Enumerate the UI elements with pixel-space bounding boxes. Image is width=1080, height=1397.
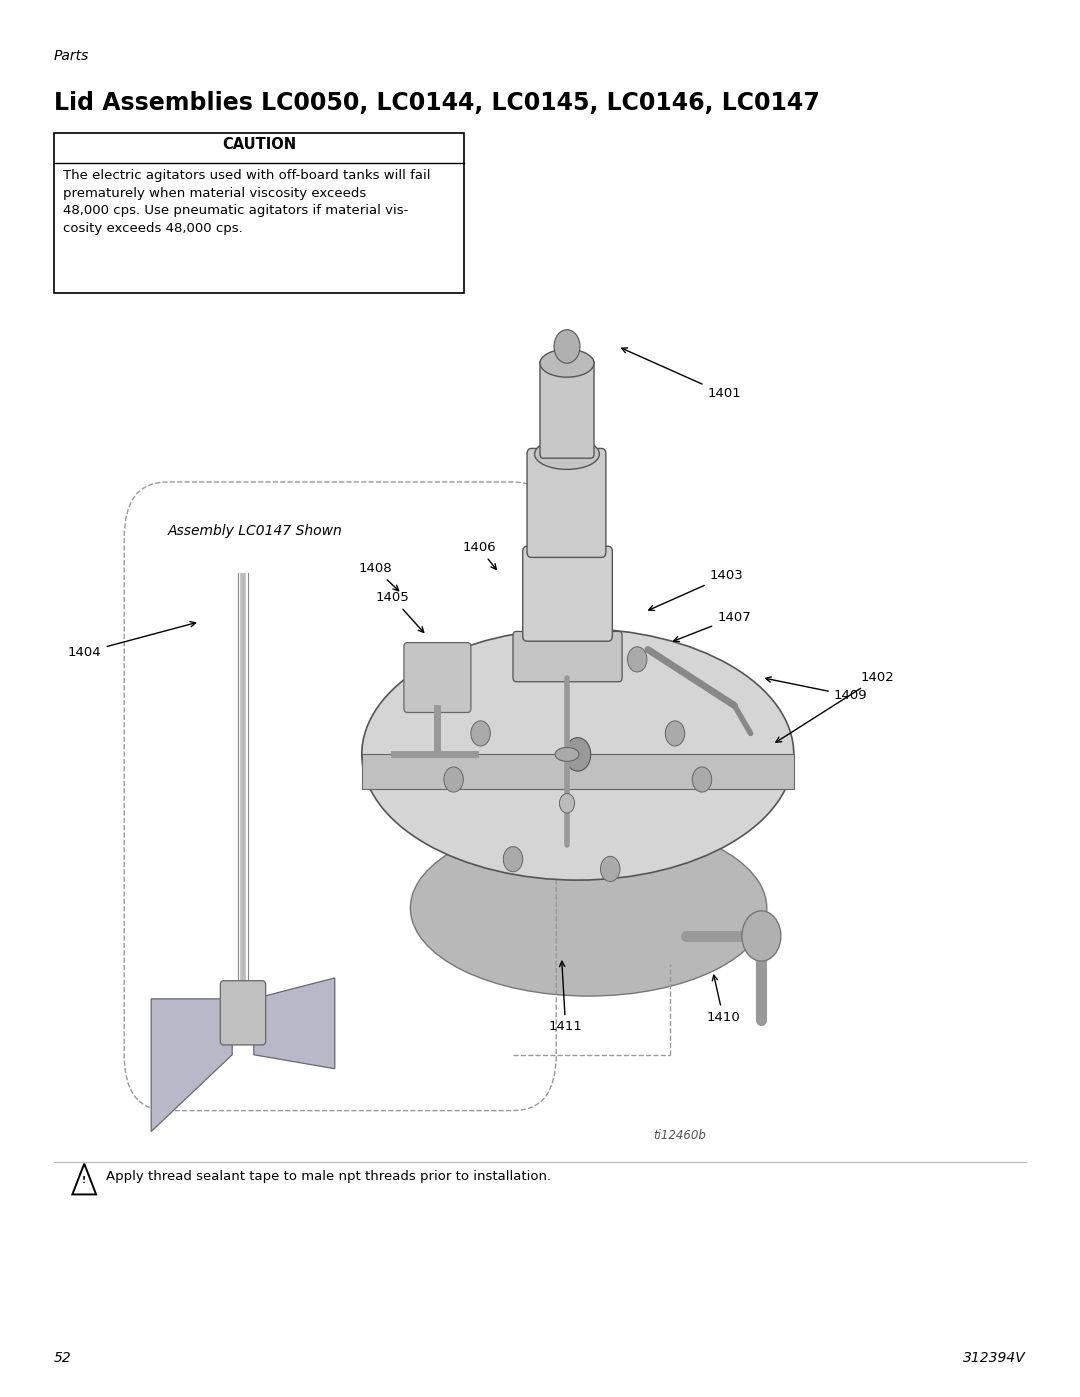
Text: Lid Assemblies LC0050, LC0144, LC0145, LC0146, LC0147: Lid Assemblies LC0050, LC0144, LC0145, L… (54, 91, 820, 115)
Circle shape (627, 647, 647, 672)
Ellipse shape (535, 439, 599, 469)
Ellipse shape (540, 349, 594, 377)
Polygon shape (151, 999, 232, 1132)
Text: Apply thread sealant tape to male npt threads prior to installation.: Apply thread sealant tape to male npt th… (106, 1169, 551, 1183)
Text: 1403: 1403 (649, 569, 743, 610)
Text: 1405: 1405 (376, 591, 423, 633)
Text: 312394V: 312394V (963, 1351, 1026, 1365)
Text: 1409: 1409 (766, 678, 867, 703)
Text: 1411: 1411 (549, 961, 582, 1034)
Text: 1401: 1401 (622, 348, 741, 401)
Circle shape (444, 767, 463, 792)
Circle shape (471, 721, 490, 746)
Text: 1402: 1402 (775, 671, 894, 742)
FancyBboxPatch shape (404, 643, 471, 712)
Text: 1404: 1404 (68, 622, 195, 659)
Circle shape (554, 330, 580, 363)
FancyBboxPatch shape (362, 754, 794, 789)
Circle shape (503, 847, 523, 872)
Circle shape (692, 767, 712, 792)
Text: 52: 52 (54, 1351, 71, 1365)
Text: 1410: 1410 (706, 975, 740, 1024)
Circle shape (519, 641, 539, 666)
FancyBboxPatch shape (523, 546, 612, 641)
Ellipse shape (410, 820, 767, 996)
Circle shape (742, 911, 781, 961)
Polygon shape (254, 978, 335, 1069)
Circle shape (559, 793, 575, 813)
Ellipse shape (362, 629, 794, 880)
FancyBboxPatch shape (54, 133, 464, 293)
Circle shape (665, 721, 685, 746)
FancyBboxPatch shape (527, 448, 606, 557)
Circle shape (600, 856, 620, 882)
Text: Assembly LC0147 Shown: Assembly LC0147 Shown (167, 524, 342, 538)
Text: !: ! (82, 1176, 86, 1185)
Text: CAUTION: CAUTION (222, 137, 296, 152)
Text: Parts: Parts (54, 49, 90, 63)
Text: The electric agitators used with off-board tanks will fail
prematurely when mate: The electric agitators used with off-boa… (63, 169, 430, 235)
FancyBboxPatch shape (220, 981, 266, 1045)
Ellipse shape (555, 747, 579, 761)
Text: ti12460b: ti12460b (653, 1129, 706, 1141)
Text: 1406: 1406 (462, 541, 497, 570)
Circle shape (565, 738, 591, 771)
Text: 1408: 1408 (359, 562, 399, 591)
FancyBboxPatch shape (513, 631, 622, 682)
Text: 1407: 1407 (674, 610, 751, 641)
FancyBboxPatch shape (540, 359, 594, 458)
